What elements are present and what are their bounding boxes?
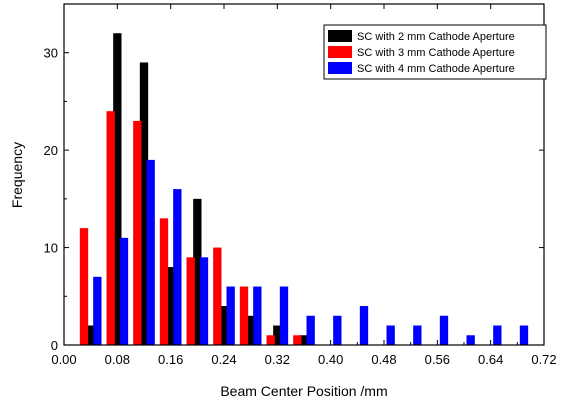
legend-box	[323, 24, 547, 80]
legend-label-2: SC with 3 mm Cathode Aperture	[357, 47, 515, 59]
bar-series-1-8	[299, 335, 309, 345]
bar-series-3-3	[173, 189, 182, 345]
legend-swatch-1	[328, 30, 352, 42]
x-tick-label-2: 0.16	[158, 352, 183, 367]
bar-series-1-0	[86, 325, 95, 345]
bar-series-3-11	[386, 325, 395, 345]
legend-label-1: SC with 2 mm Cathode Aperture	[357, 31, 515, 43]
bar-series-2-5	[213, 247, 222, 345]
bar-series-3-16	[519, 325, 529, 345]
bar-series-3-14	[466, 335, 475, 345]
bar-series-1-7	[273, 325, 282, 345]
bar-series-3-7	[279, 286, 289, 345]
bar-series-3-4	[199, 257, 209, 345]
y-tick-label-1: 10	[44, 241, 58, 256]
x-tick-label-4: 0.32	[265, 352, 290, 367]
bar-series-3-1	[119, 237, 129, 345]
bar-series-2-4	[186, 257, 195, 345]
bar-series-2-1	[106, 111, 115, 345]
bar-series-3-12	[413, 325, 422, 345]
x-tick-labels: 0.00 0.08 0.16 0.24 0.32 0.40 0.48 0.56 0.64 0.72	[51, 352, 556, 367]
legend: SC with 2 mm Cathode Aperture SC with 3 m…	[323, 24, 547, 80]
bar-series-2-6	[239, 286, 249, 345]
bar-series-1-5	[219, 306, 229, 345]
bar-series-3-5	[226, 286, 235, 345]
x-tick-label-9: 0.72	[531, 352, 556, 367]
bar-series-3-2	[146, 159, 155, 345]
legend-label-3: SC with 4 mm Cathode Aperture	[357, 63, 515, 75]
x-tick-label-8: 0.64	[478, 352, 503, 367]
legend-swatch-3	[328, 62, 352, 74]
bar-series-1-3	[166, 267, 175, 345]
y-tick-labels: 0 10 20 30	[44, 46, 58, 353]
x-tick-label-7: 0.56	[425, 352, 450, 367]
bar-series-3-6	[253, 286, 262, 345]
bars-layer	[79, 33, 529, 346]
bar-series-2-0	[79, 228, 89, 345]
bar-series-1-2	[139, 62, 149, 346]
bar-series-3-8	[306, 315, 315, 345]
bar-series-3-13	[439, 315, 449, 345]
bar-series-2-7	[266, 335, 275, 345]
x-tick-label-3: 0.24	[211, 352, 236, 367]
x-tick-label-0: 0.00	[51, 352, 76, 367]
bar-series-3-10	[359, 306, 369, 345]
bar-series-2-2	[133, 120, 142, 345]
bar-series-3-9	[333, 315, 342, 345]
legend-swatch-2	[328, 46, 352, 58]
y-axis-title: Frequency	[9, 142, 25, 208]
bar-series-3-15	[493, 325, 502, 345]
x-tick-label-5: 0.40	[318, 352, 343, 367]
bar-series-1-1	[113, 33, 122, 345]
bar-series-3-0	[93, 276, 102, 345]
bar-series-2-3	[159, 218, 169, 345]
y-tick-label-3: 30	[44, 46, 58, 61]
x-tick-label-1: 0.08	[105, 352, 130, 367]
ticks-layer	[63, 4, 545, 346]
bar-series-1-4	[193, 198, 202, 345]
bar-series-1-6	[246, 315, 255, 345]
bar-series-2-8	[293, 335, 302, 345]
y-tick-label-0: 0	[51, 338, 58, 353]
legend-items: SC with 2 mm Cathode Aperture SC with 3 m…	[328, 30, 515, 75]
x-tick-label-6: 0.48	[371, 352, 396, 367]
y-tick-label-2: 20	[44, 143, 58, 158]
x-axis-title: Beam Center Position /mm	[220, 383, 387, 399]
